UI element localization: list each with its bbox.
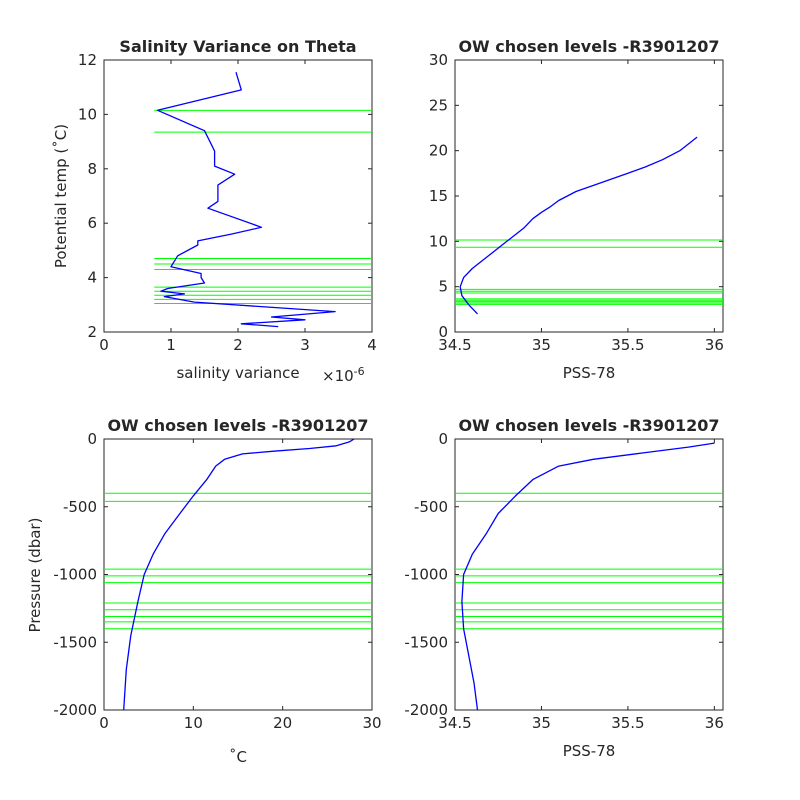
x-exponent-power: -6 <box>354 365 365 378</box>
y-tick-label: 15 <box>429 187 448 205</box>
data-layer <box>154 72 372 328</box>
x-tick-label: 10 <box>184 714 203 732</box>
x-axis-label: ˚C <box>229 748 247 766</box>
x-tick-label: 1 <box>166 336 176 354</box>
data-layer <box>455 136 723 315</box>
panel-temperature-pressure: 0 10 20 30 0 -500 -1000 -1500 -2000 OW chosen le… <box>26 416 382 766</box>
y-tick-label: 0 <box>438 323 448 341</box>
x-tick-label: 36 <box>705 336 724 354</box>
y-tick-label: -500 <box>63 498 97 516</box>
y-tick-label: -1000 <box>53 566 97 584</box>
y-tick-label: 25 <box>429 96 448 114</box>
x-tick-label: 35 <box>532 336 551 354</box>
series-line <box>156 72 336 328</box>
x-tick-label: 34.5 <box>438 336 471 354</box>
ticks-layer: 0 10 20 30 0 -500 -1000 -1500 -2000 <box>53 430 381 732</box>
x-tick-label: 36 <box>705 714 724 732</box>
plot-area <box>454 438 724 711</box>
x-exponent-base: ×10 <box>322 367 354 385</box>
x-axis-label: salinity variance <box>176 364 299 382</box>
x-tick-label: 4 <box>367 336 377 354</box>
panel-salinity-pressure: 34.5 35 35.5 36 0 -500 -1000 -1500 -2000 OW chos… <box>404 416 723 760</box>
chart-title: OW chosen levels -R3901207 <box>458 37 719 56</box>
y-tick-label: -1000 <box>404 566 448 584</box>
y-tick-label: -1500 <box>53 633 97 651</box>
x-axis-label: PSS-78 <box>563 364 616 382</box>
y-tick-label: 10 <box>78 105 97 123</box>
y-tick-label: 0 <box>438 430 448 448</box>
series-line <box>123 438 355 711</box>
y-axis-label: Potential temp (˚C) <box>52 124 70 268</box>
ticks-layer: 34.5 35 35.5 36 0 -500 -1000 -1500 -2000 <box>404 430 723 732</box>
y-tick-label: -500 <box>414 498 448 516</box>
x-axis-exponent: ×10-6 <box>322 365 365 385</box>
y-tick-label: 6 <box>87 214 97 232</box>
x-axis-label: PSS-78 <box>563 742 616 760</box>
y-tick-label: 5 <box>438 278 448 296</box>
x-tick-label: 0 <box>99 714 109 732</box>
ticks-layer: 34.5 35 35.5 36 0 5 10 15 20 25 30 <box>429 51 724 354</box>
x-tick-label: 0 <box>99 336 109 354</box>
x-tick-label: 3 <box>300 336 310 354</box>
x-tick-label: 30 <box>362 714 381 732</box>
y-tick-label: 30 <box>429 51 448 69</box>
series-line <box>459 136 698 315</box>
y-tick-label: -1500 <box>404 633 448 651</box>
plot-area <box>103 438 373 711</box>
data-layer <box>104 438 372 711</box>
y-tick-label: 10 <box>429 232 448 250</box>
x-tick-label: 35.5 <box>611 336 644 354</box>
x-tick-label: 35.5 <box>611 714 644 732</box>
plot-area <box>454 59 724 333</box>
y-tick-label: -2000 <box>53 701 97 719</box>
y-axis-label: Pressure (dbar) <box>26 518 44 633</box>
y-tick-label: 2 <box>87 323 97 341</box>
y-tick-label: 8 <box>87 160 97 178</box>
x-tick-label: 2 <box>233 336 243 354</box>
y-tick-label: 0 <box>87 430 97 448</box>
chart-title: Salinity Variance on Theta <box>119 37 356 56</box>
x-tick-label: 35 <box>532 714 551 732</box>
x-tick-label: 34.5 <box>438 714 471 732</box>
y-tick-label: 12 <box>78 51 97 69</box>
y-tick-label: 4 <box>87 269 97 287</box>
y-tick-label: -2000 <box>404 701 448 719</box>
y-tick-label: 20 <box>429 142 448 160</box>
panel-salinity-theta: 34.5 35 35.5 36 0 5 10 15 20 25 30 OW chosen level… <box>429 37 724 382</box>
series-line <box>461 442 715 711</box>
chart-title: OW chosen levels -R3901207 <box>458 416 719 435</box>
data-layer <box>455 442 723 711</box>
chart-title: OW chosen levels -R3901207 <box>107 416 368 435</box>
x-tick-label: 20 <box>273 714 292 732</box>
